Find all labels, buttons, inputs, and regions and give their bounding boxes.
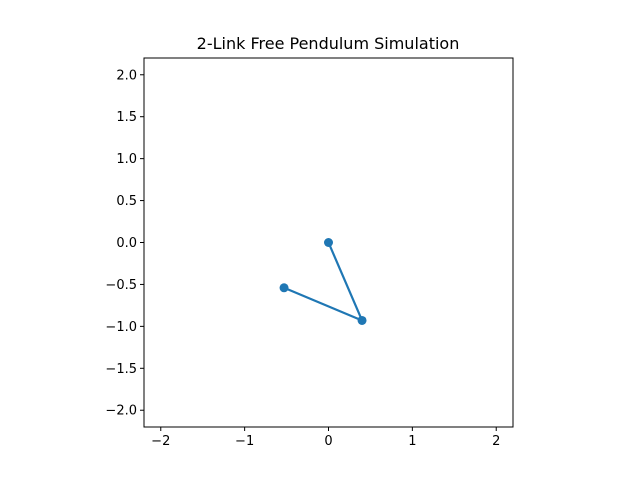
y-tick-label: 1.0 bbox=[116, 152, 137, 167]
series-layer bbox=[279, 238, 367, 325]
joint-point-2 bbox=[279, 283, 289, 293]
x-tick-label: 0 bbox=[324, 434, 332, 449]
x-tick-label: 2 bbox=[492, 434, 500, 449]
chart-title: 2-Link Free Pendulum Simulation bbox=[197, 34, 460, 53]
y-tick-label: 0.5 bbox=[116, 194, 137, 209]
pivot-point bbox=[324, 238, 333, 247]
pendulum-link-line bbox=[283, 242, 364, 322]
y-tick-label: 1.5 bbox=[116, 110, 137, 125]
y-tick-label: −2.0 bbox=[105, 404, 137, 419]
y-tick-label: −1.5 bbox=[105, 362, 137, 377]
x-tick-label: −1 bbox=[235, 434, 254, 449]
x-tick-label: −2 bbox=[151, 434, 170, 449]
y-tick-label: 2.0 bbox=[116, 68, 137, 83]
x-tick-label: 1 bbox=[408, 434, 416, 449]
y-tick-label: −0.5 bbox=[105, 278, 137, 293]
y-tick-label: −1.0 bbox=[105, 320, 137, 335]
joint-point-1 bbox=[357, 315, 367, 325]
axis-ticks: −2 −1 0 1 2 2.0 1.5 1.0 0.5 0.0 −0.5 −1.0 −1.5 −2.0 bbox=[105, 68, 500, 449]
y-tick-label: 0.0 bbox=[116, 236, 137, 251]
